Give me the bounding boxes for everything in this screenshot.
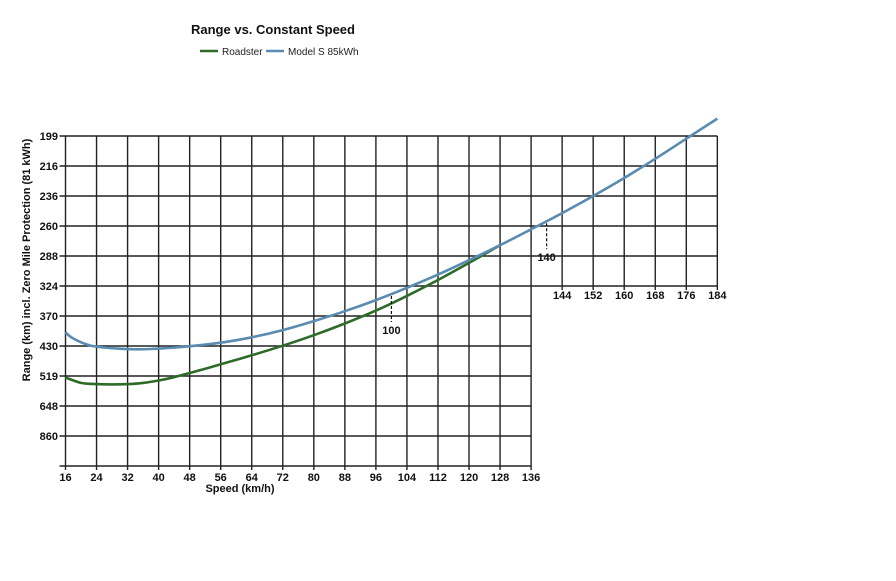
annotation-label: 140 bbox=[537, 252, 555, 264]
x-tick-label-upper: 184 bbox=[708, 290, 727, 302]
x-tick-label-upper: 168 bbox=[646, 290, 664, 302]
grid bbox=[59, 135, 719, 470]
x-axis-label: Speed (km/h) bbox=[205, 483, 274, 495]
x-tick-label: 32 bbox=[121, 472, 133, 484]
legend-label-model-s: Model S 85kWh bbox=[288, 47, 359, 58]
x-tick-label: 112 bbox=[429, 472, 447, 484]
y-tick-label: 860 bbox=[40, 431, 58, 443]
x-tick-label: 64 bbox=[246, 472, 259, 484]
y-tick-label: 288 bbox=[40, 251, 58, 263]
x-tick-label: 80 bbox=[308, 472, 320, 484]
x-tick-label: 16 bbox=[59, 472, 71, 484]
x-tick-label: 48 bbox=[184, 472, 196, 484]
x-tick-label-upper: 176 bbox=[677, 290, 695, 302]
x-tick-label: 120 bbox=[460, 472, 478, 484]
series-line-model-s bbox=[64, 117, 719, 351]
y-tick-label: 648 bbox=[40, 401, 58, 413]
y-tick-label: 236 bbox=[40, 191, 58, 203]
x-tick-label: 72 bbox=[277, 472, 289, 484]
y-tick-label: 199 bbox=[40, 131, 58, 143]
annotation-label: 100 bbox=[382, 325, 400, 337]
y-tick-label: 216 bbox=[40, 161, 58, 173]
annotations: 100 140 bbox=[382, 223, 556, 337]
x-tick-label: 56 bbox=[215, 472, 227, 484]
legend-label-roadster: Roadster bbox=[222, 47, 263, 58]
tick-labels: 199 216 236 260 288 324 370 430 519 648 860 16 24 32 4… bbox=[40, 131, 728, 484]
x-tick-label: 40 bbox=[152, 472, 164, 484]
x-tick-label: 136 bbox=[522, 472, 540, 484]
series-lines bbox=[64, 117, 719, 386]
y-tick-label: 519 bbox=[40, 371, 58, 383]
x-tick-label: 88 bbox=[339, 472, 351, 484]
y-tick-label: 260 bbox=[40, 221, 58, 233]
x-tick-label: 128 bbox=[491, 472, 509, 484]
x-tick-label-upper: 160 bbox=[615, 290, 633, 302]
legend: Roadster Model S 85kWh bbox=[200, 47, 359, 58]
x-tick-label: 104 bbox=[398, 472, 417, 484]
y-axis-label: Range (km) incl. Zero Mile Protection (8… bbox=[21, 138, 33, 381]
y-tick-label: 370 bbox=[40, 311, 58, 323]
y-tick-label: 324 bbox=[40, 281, 59, 293]
y-tick-label: 430 bbox=[40, 341, 58, 353]
series-line-roadster bbox=[65, 244, 501, 386]
x-tick-label-upper: 144 bbox=[553, 290, 572, 302]
x-tick-label: 24 bbox=[90, 472, 103, 484]
chart-title: Range vs. Constant Speed bbox=[191, 22, 355, 37]
x-tick-label-upper: 152 bbox=[584, 290, 602, 302]
x-tick-label: 96 bbox=[370, 472, 382, 484]
